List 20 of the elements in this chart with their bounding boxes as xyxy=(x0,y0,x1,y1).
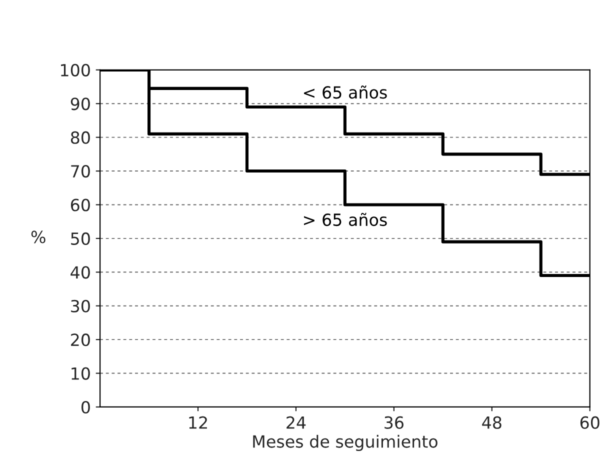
y-tick-label: 60 xyxy=(70,198,90,212)
y-tick-label: 100 xyxy=(61,64,90,76)
y-tick-label: 90 xyxy=(70,98,90,110)
x-tick-label: 36 xyxy=(384,416,404,429)
x-axis-title: Meses de seguimiento xyxy=(253,434,438,452)
x-tick-label: 60 xyxy=(580,416,600,429)
x-tick-label: 24 xyxy=(286,416,306,429)
y-tick-label: 0 xyxy=(82,400,90,414)
x-tick-label: 12 xyxy=(189,416,207,429)
series-label: < 65 años xyxy=(304,86,387,99)
series-label: > 65 años xyxy=(304,212,387,226)
y-tick-label: 70 xyxy=(71,164,90,178)
y-tick-label: 30 xyxy=(71,300,90,312)
y-tick-label: 40 xyxy=(70,266,90,279)
y-tick-label: 50 xyxy=(71,232,90,246)
y-tick-label: 80 xyxy=(70,131,90,144)
y-axis-title: % xyxy=(31,230,46,244)
y-tick-label: 20 xyxy=(71,334,90,346)
x-tick-label: 48 xyxy=(482,416,502,429)
y-tick-label: 10 xyxy=(72,367,90,380)
